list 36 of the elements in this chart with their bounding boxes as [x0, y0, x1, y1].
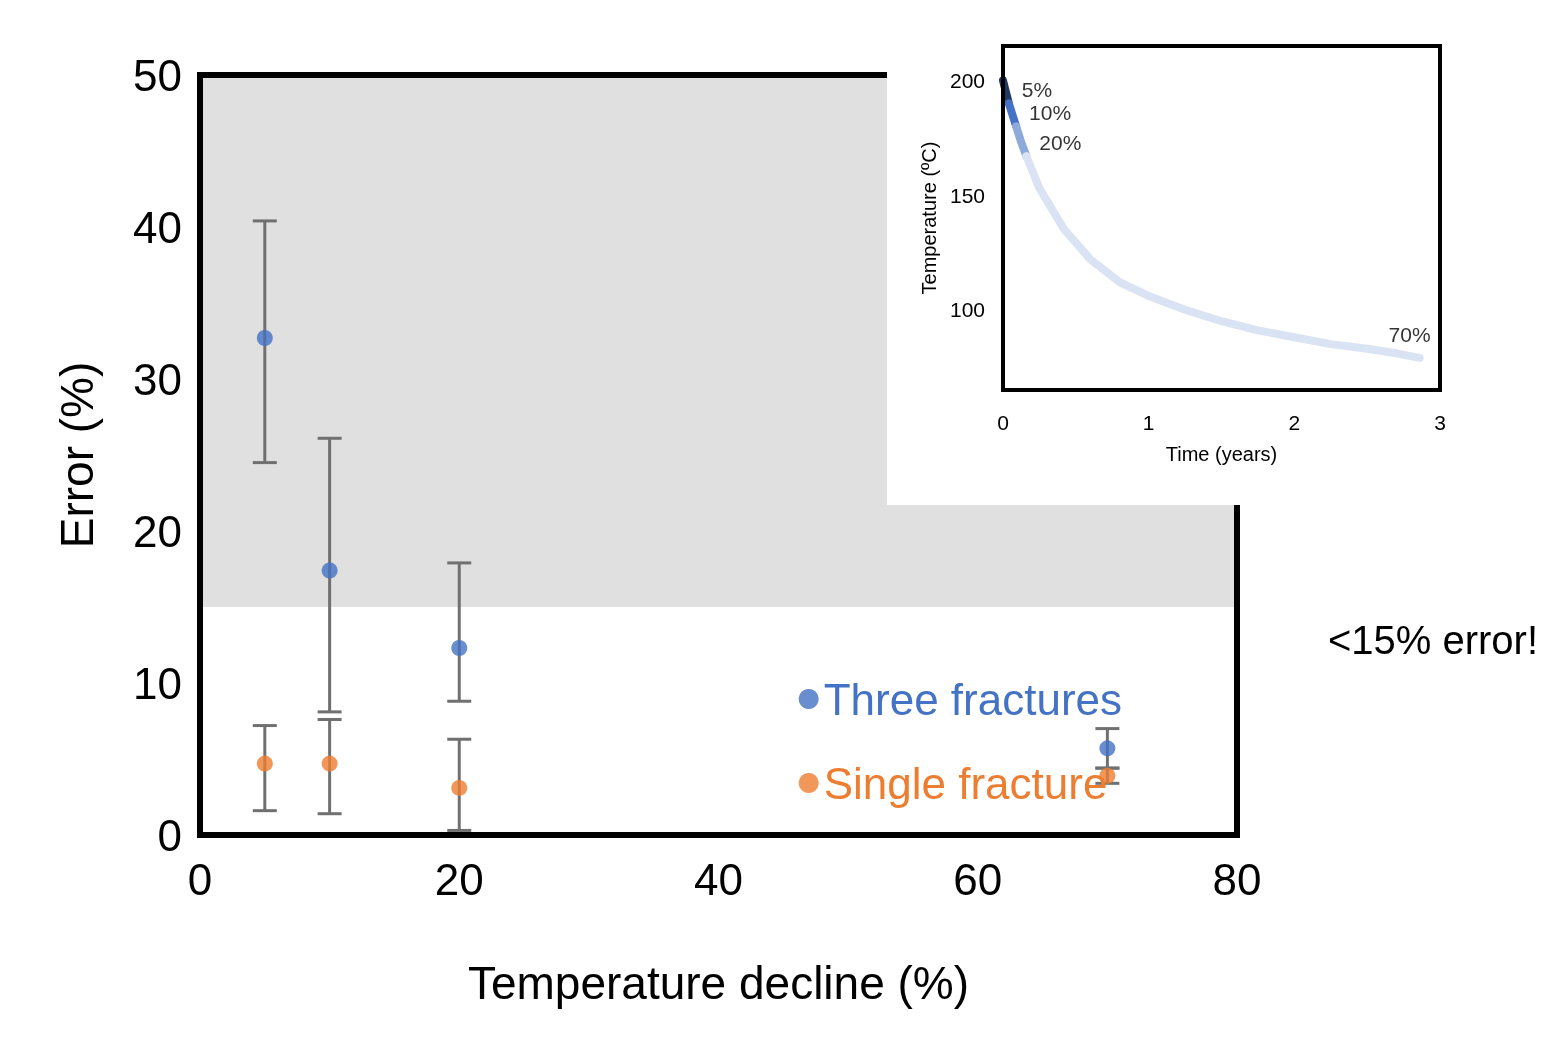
annotation: 20%	[1039, 130, 1082, 154]
y-tick-label: 50	[133, 50, 182, 100]
point	[1099, 740, 1116, 757]
x-tick-label: 0	[187, 854, 213, 904]
y-axis-title: Error (%)	[51, 361, 103, 549]
legend-label: Three fractures	[823, 674, 1123, 724]
y-tick-label: 0	[157, 810, 182, 860]
text: <15% error!	[1327, 618, 1539, 662]
y-tick-label: 40	[133, 202, 182, 252]
y-tick-label: 200	[949, 68, 985, 92]
x-axis-title: Time (years)	[1165, 443, 1278, 465]
point	[256, 329, 273, 346]
point	[451, 640, 468, 657]
point	[451, 779, 468, 796]
x-tick-label: 20	[434, 854, 484, 904]
y-tick-label: 100	[949, 298, 985, 322]
point	[321, 562, 338, 579]
x-tick-label: 60	[953, 854, 1003, 904]
x-tick-label: 0	[997, 411, 1009, 434]
x-tick-label: 40	[694, 854, 743, 904]
annotation: 70%	[1388, 322, 1431, 346]
y-axis-title: Temperature (ºC)	[918, 141, 941, 295]
y-tick-label: 30	[133, 354, 182, 404]
x-tick-label: 80	[1212, 854, 1262, 904]
x-axis-title: Temperature decline (%)	[467, 957, 970, 1009]
annotation: 5%	[1021, 77, 1053, 101]
y-tick-label: 20	[133, 506, 182, 556]
x-tick-label: 3	[1434, 411, 1446, 434]
y-tick-label: 150	[949, 183, 985, 207]
legend-label: Single fracture	[823, 758, 1108, 808]
x-tick-label: 1	[1142, 411, 1155, 434]
y-tick-label: 10	[133, 658, 182, 708]
annotation: 10%	[1029, 100, 1072, 124]
x-tick-label: 2	[1288, 411, 1301, 434]
point	[321, 755, 338, 772]
point	[256, 755, 273, 772]
